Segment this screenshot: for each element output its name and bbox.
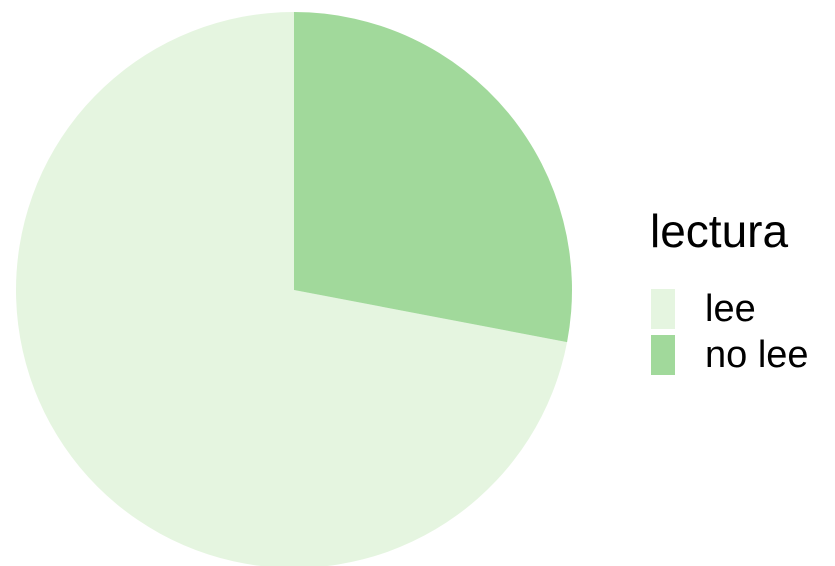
legend-label: lee (705, 288, 756, 330)
pie-slice (16, 12, 568, 566)
legend-key (651, 335, 675, 375)
legend-key (651, 289, 675, 329)
legend-label: no lee (705, 334, 809, 376)
pie-slice (294, 12, 572, 343)
legend-title: lectura (650, 205, 788, 257)
